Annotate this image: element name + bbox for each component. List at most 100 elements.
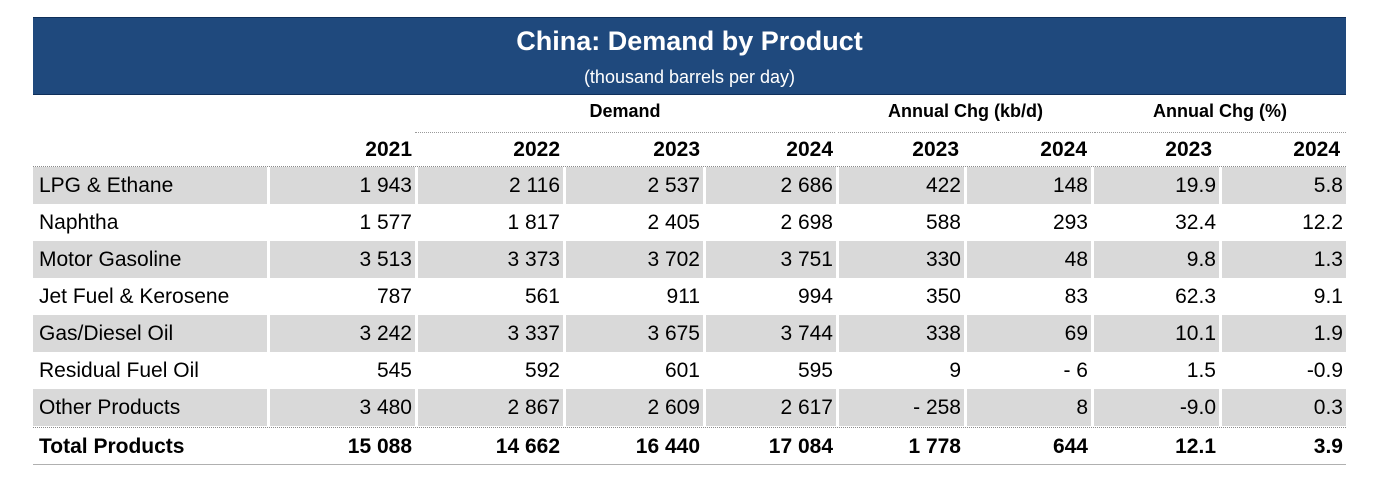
total-chg-kbd-2024: 644	[1052, 435, 1088, 458]
group-header-demand: Demand	[589, 101, 661, 121]
total-label: Total Products	[39, 435, 185, 458]
value-chg-kbd-2023: 330	[839, 241, 964, 278]
group-header-annual-chg-pct: Annual Chg (%)	[1153, 101, 1287, 121]
value-chg-pct-2023: 9.8	[1094, 241, 1219, 278]
group-separator-chg-kbd	[838, 132, 1093, 133]
value-demand-2024: 3 744	[706, 315, 836, 352]
table-row: Naphtha 1 577 1 817 2 405 2 698 588 293 …	[33, 204, 1346, 241]
value-chg-kbd-2024: 48	[967, 241, 1091, 278]
table-row: Motor Gasoline 3 513 3 373 3 702 3 751 3…	[33, 241, 1346, 278]
value-demand-2021: 3 513	[270, 241, 415, 278]
value-demand-2022: 2 867	[418, 389, 563, 426]
year-header-chg-pct-2023: 2023	[1165, 138, 1212, 161]
value-demand-2022: 2 116	[418, 167, 563, 204]
value-demand-2021: 1 577	[359, 211, 412, 234]
value-demand-2021: 3 480	[270, 389, 415, 426]
group-separator-demand	[415, 132, 835, 133]
table-title: China: Demand by Product	[516, 26, 863, 56]
header-bottom-rule	[33, 166, 1346, 167]
row-label: Naphtha	[39, 211, 119, 234]
row-label: Other Products	[33, 389, 267, 426]
value-chg-kbd-2024: 69	[967, 315, 1091, 352]
total-row: Total Products 15 088 14 662 16 440 17 0…	[33, 428, 1346, 465]
value-demand-2021: 787	[376, 285, 412, 308]
table-subtitle: (thousand barrels per day)	[583, 67, 796, 87]
year-header-2023: 2023	[653, 138, 700, 161]
value-demand-2022: 3 373	[418, 241, 563, 278]
value-demand-2022: 592	[524, 359, 560, 382]
table-row: Residual Fuel Oil 545 592 601 595 9 - 6 …	[33, 352, 1346, 389]
value-chg-pct-2024: 1.3	[1222, 241, 1346, 278]
value-chg-pct-2024: 1.9	[1222, 315, 1346, 352]
value-demand-2024: 2 698	[780, 211, 833, 234]
value-demand-2023: 2 609	[566, 389, 703, 426]
group-separator-chg-pct	[1094, 132, 1346, 133]
value-chg-kbd-2023: 588	[925, 211, 961, 234]
value-chg-kbd-2024: 148	[967, 167, 1091, 204]
value-chg-pct-2023: 1.5	[1186, 359, 1216, 382]
table-row: LPG & Ethane 1 943 2 116 2 537 2 686 422…	[33, 167, 1346, 204]
year-header-chg-kbd-2024: 2024	[1040, 138, 1087, 161]
row-label: Residual Fuel Oil	[39, 359, 199, 382]
value-demand-2024: 3 751	[706, 241, 836, 278]
value-demand-2021: 545	[376, 359, 412, 382]
year-header-2021: 2021	[365, 138, 412, 161]
value-chg-kbd-2023: - 258	[839, 389, 964, 426]
total-chg-kbd-2023: 1 778	[908, 435, 961, 458]
total-demand-2021: 15 088	[347, 435, 412, 458]
total-demand-2022: 14 662	[495, 435, 560, 458]
total-demand-2024: 17 084	[768, 435, 833, 458]
year-header-2022: 2022	[513, 138, 560, 161]
value-chg-pct-2024: 5.8	[1222, 167, 1346, 204]
value-demand-2024: 595	[797, 359, 833, 382]
value-chg-kbd-2024: 293	[1052, 211, 1088, 234]
value-demand-2022: 561	[524, 285, 560, 308]
value-demand-2022: 1 817	[507, 211, 560, 234]
value-demand-2023: 3 702	[566, 241, 703, 278]
total-chg-pct-2023: 12.1	[1175, 435, 1216, 458]
value-chg-pct-2024: 12.2	[1302, 211, 1343, 234]
value-demand-2023: 3 675	[566, 315, 703, 352]
total-top-rule	[33, 427, 1346, 428]
value-demand-2024: 994	[797, 285, 833, 308]
value-chg-pct-2023: -9.0	[1094, 389, 1219, 426]
value-chg-kbd-2024: 8	[967, 389, 1091, 426]
value-chg-pct-2024: 9.1	[1313, 285, 1343, 308]
value-chg-kbd-2024: - 6	[1063, 359, 1088, 382]
group-header-annual-chg-kbd: Annual Chg (kb/d)	[888, 101, 1043, 121]
value-chg-pct-2024: 0.3	[1222, 389, 1346, 426]
value-chg-pct-2023: 19.9	[1094, 167, 1219, 204]
table-row: Jet Fuel & Kerosene 787 561 911 994 350 …	[33, 278, 1346, 315]
value-chg-pct-2023: 62.3	[1175, 285, 1216, 308]
total-demand-2023: 16 440	[635, 435, 700, 458]
value-demand-2024: 2 686	[706, 167, 836, 204]
total-chg-pct-2024: 3.9	[1313, 435, 1343, 458]
row-label: LPG & Ethane	[33, 167, 267, 204]
value-demand-2023: 601	[664, 359, 700, 382]
value-chg-pct-2024: -0.9	[1306, 359, 1343, 382]
value-demand-2022: 3 337	[418, 315, 563, 352]
table-row: Gas/Diesel Oil 3 242 3 337 3 675 3 744 3…	[33, 315, 1346, 352]
value-chg-pct-2023: 10.1	[1094, 315, 1219, 352]
value-chg-kbd-2023: 422	[839, 167, 964, 204]
row-label: Gas/Diesel Oil	[33, 315, 267, 352]
value-demand-2021: 3 242	[270, 315, 415, 352]
table-title-banner: China: Demand by Product (thousand barre…	[33, 17, 1346, 95]
year-header-chg-kbd-2023: 2023	[912, 138, 959, 161]
value-chg-kbd-2024: 83	[1064, 285, 1088, 308]
table-row: Other Products 3 480 2 867 2 609 2 617 -…	[33, 389, 1346, 426]
value-chg-kbd-2023: 9	[949, 359, 961, 382]
value-chg-kbd-2023: 338	[839, 315, 964, 352]
value-demand-2021: 1 943	[270, 167, 415, 204]
value-demand-2024: 2 617	[706, 389, 836, 426]
value-demand-2023: 2 405	[647, 211, 700, 234]
value-chg-kbd-2023: 350	[925, 285, 961, 308]
value-chg-pct-2023: 32.4	[1175, 211, 1216, 234]
row-label: Motor Gasoline	[33, 241, 267, 278]
table-bottom-rule	[33, 464, 1346, 465]
year-header-chg-pct-2024: 2024	[1293, 138, 1340, 161]
year-header-2024: 2024	[786, 138, 833, 161]
value-demand-2023: 2 537	[566, 167, 703, 204]
value-demand-2023: 911	[666, 285, 700, 308]
row-label: Jet Fuel & Kerosene	[39, 285, 230, 308]
